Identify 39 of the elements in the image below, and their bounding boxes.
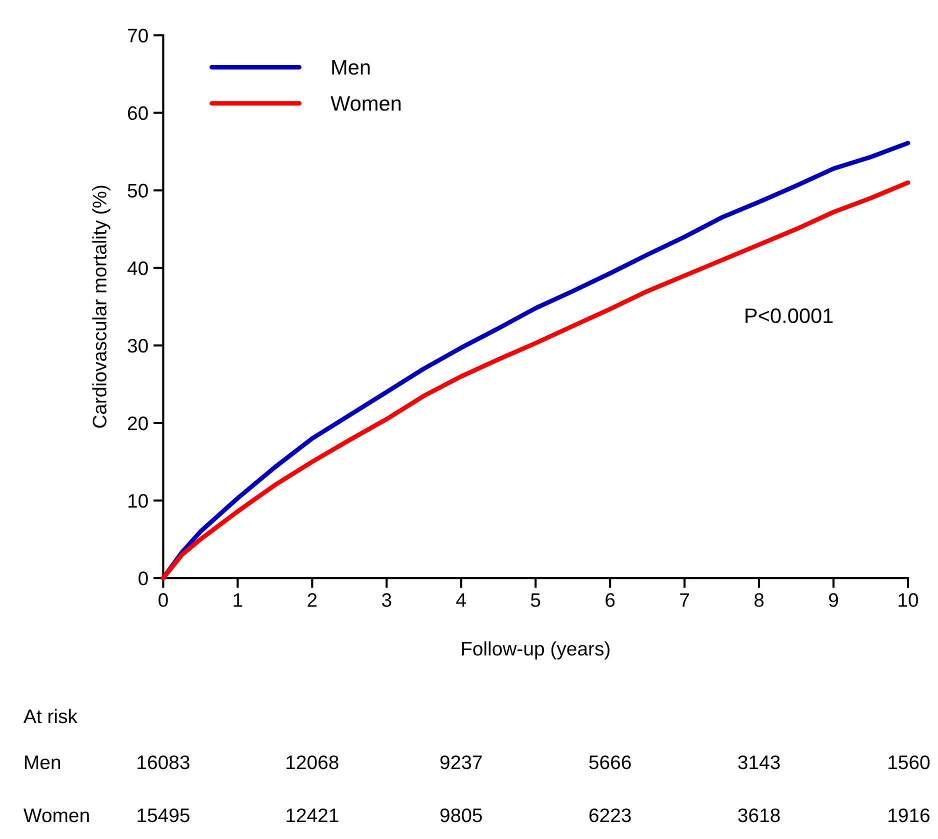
x-tick-label: 4 xyxy=(456,593,466,607)
x-tick-label: 3 xyxy=(382,593,392,607)
y-tick-label: 70 xyxy=(128,28,148,42)
x-tick-label: 0 xyxy=(158,593,168,607)
x-tick-label: 5 xyxy=(530,593,540,607)
y-tick-label: 20 xyxy=(128,416,148,430)
y-tick-label: 30 xyxy=(128,338,148,353)
x-tick-label: 1 xyxy=(234,593,242,607)
legend-label: Women xyxy=(330,96,401,111)
text: 3143 xyxy=(738,755,780,770)
y-tick-label: 0 xyxy=(138,572,148,586)
text: 15495 xyxy=(138,808,190,822)
text: 16083 xyxy=(138,755,190,770)
text: 9237 xyxy=(440,755,482,770)
x-tick-label: 8 xyxy=(754,593,764,607)
text: 3618 xyxy=(738,808,780,822)
x-axis-title: Follow-up (years) xyxy=(462,641,610,660)
text: 1560 xyxy=(888,755,930,770)
x-tick-label: 9 xyxy=(829,593,838,607)
y-tick-label: 40 xyxy=(127,261,148,276)
text: 12068 xyxy=(286,755,338,770)
text: Women xyxy=(24,808,89,822)
text: 5666 xyxy=(589,755,631,770)
text: 1916 xyxy=(888,808,930,822)
x-tick-label: 2 xyxy=(308,593,317,607)
annotation: P<0.0001 xyxy=(746,308,833,324)
x-tick-label: 7 xyxy=(680,593,689,607)
y-axis-title: Cardiovascular mortality (%) xyxy=(92,186,110,428)
y-tick-label: 50 xyxy=(128,184,148,198)
text: 9805 xyxy=(440,808,482,822)
legend-label: Men xyxy=(332,60,370,75)
text: 6223 xyxy=(589,808,631,822)
x-tick-label: 6 xyxy=(606,593,615,607)
y-tick-label: 60 xyxy=(128,106,148,120)
x-tick-label: 10 xyxy=(898,593,918,607)
text: 12421 xyxy=(286,808,338,822)
text: At risk xyxy=(23,708,78,724)
y-tick-label: 10 xyxy=(128,494,148,508)
text: Men xyxy=(25,756,60,770)
